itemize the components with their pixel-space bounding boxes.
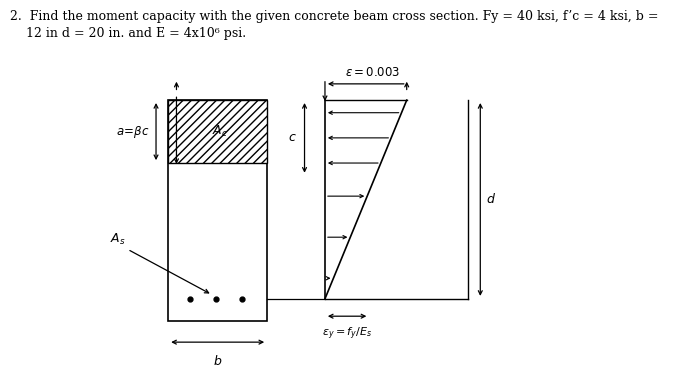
Text: $d$: $d$ <box>486 192 496 206</box>
Text: 2.  Find the moment capacity with the given concrete beam cross section. Fy = 40: 2. Find the moment capacity with the giv… <box>10 10 659 23</box>
Bar <box>168 100 267 321</box>
Text: 12 in d = 20 in. and E = 4x10⁶ psi.: 12 in d = 20 in. and E = 4x10⁶ psi. <box>10 27 246 40</box>
Text: $b$: $b$ <box>213 354 222 368</box>
Text: $A_s$: $A_s$ <box>110 232 126 247</box>
Bar <box>168 100 267 163</box>
Text: $A_c$: $A_c$ <box>211 124 228 139</box>
Text: $\varepsilon = 0.003$: $\varepsilon = 0.003$ <box>345 66 400 79</box>
Text: $\varepsilon_y = f_y/E_s$: $\varepsilon_y = f_y/E_s$ <box>322 326 372 342</box>
Text: $a\!=\!\beta c$: $a\!=\!\beta c$ <box>116 124 149 140</box>
Text: $c$: $c$ <box>288 131 296 144</box>
